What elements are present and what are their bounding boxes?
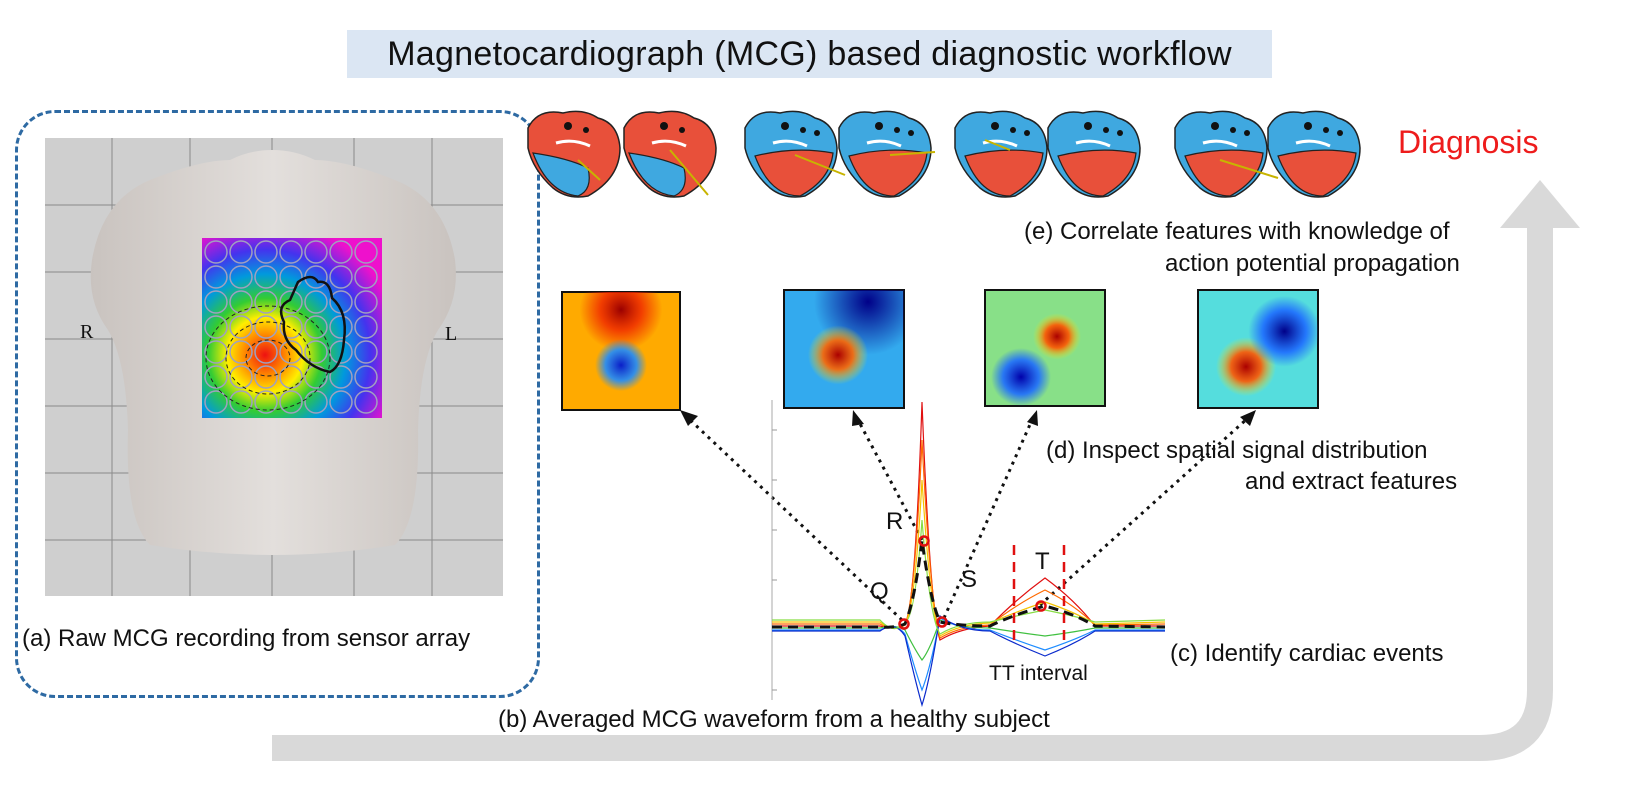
caption-d-line1: (d) Inspect spatial signal distribution	[1046, 437, 1428, 464]
s-wave-label: S	[961, 566, 978, 593]
right-marker: R	[80, 321, 94, 343]
event-markers	[898, 535, 1047, 630]
q-wave-label: Q	[870, 578, 889, 605]
r-wave-label: R	[886, 508, 904, 535]
sensor-array	[204, 240, 378, 414]
t-wave-label: T	[1035, 548, 1050, 575]
caption-c: (c) Identify cardiac events	[1170, 640, 1444, 667]
caption-b: (b) Averaged MCG waveform from a healthy…	[498, 706, 1050, 733]
heart-outline-icon	[279, 275, 346, 374]
heatmap-3	[984, 289, 1106, 407]
caption-e-line1: (e) Correlate features with knowledge of	[1024, 218, 1450, 245]
dotted-arrows	[686, 416, 1250, 622]
waveform-traces	[772, 401, 1166, 708]
caption-a: (a) Raw MCG recording from sensor array	[22, 625, 471, 652]
average-trace	[772, 539, 1166, 629]
caption-d-line2: and extract features	[1245, 468, 1458, 495]
caption-e-line2: action potential propagation	[1165, 250, 1460, 277]
heatmap-4	[1197, 289, 1319, 409]
heatmap-2	[783, 289, 905, 409]
contour-lines	[205, 305, 331, 411]
tt-interval-label: TT interval	[989, 662, 1088, 685]
panel-a-frame	[15, 110, 540, 698]
page-title: Magnetocardiograph (MCG) based diagnosti…	[347, 30, 1272, 78]
left-marker: L	[445, 323, 458, 345]
heatmap-1	[561, 291, 681, 411]
diagnosis-label: Diagnosis	[1398, 124, 1539, 160]
